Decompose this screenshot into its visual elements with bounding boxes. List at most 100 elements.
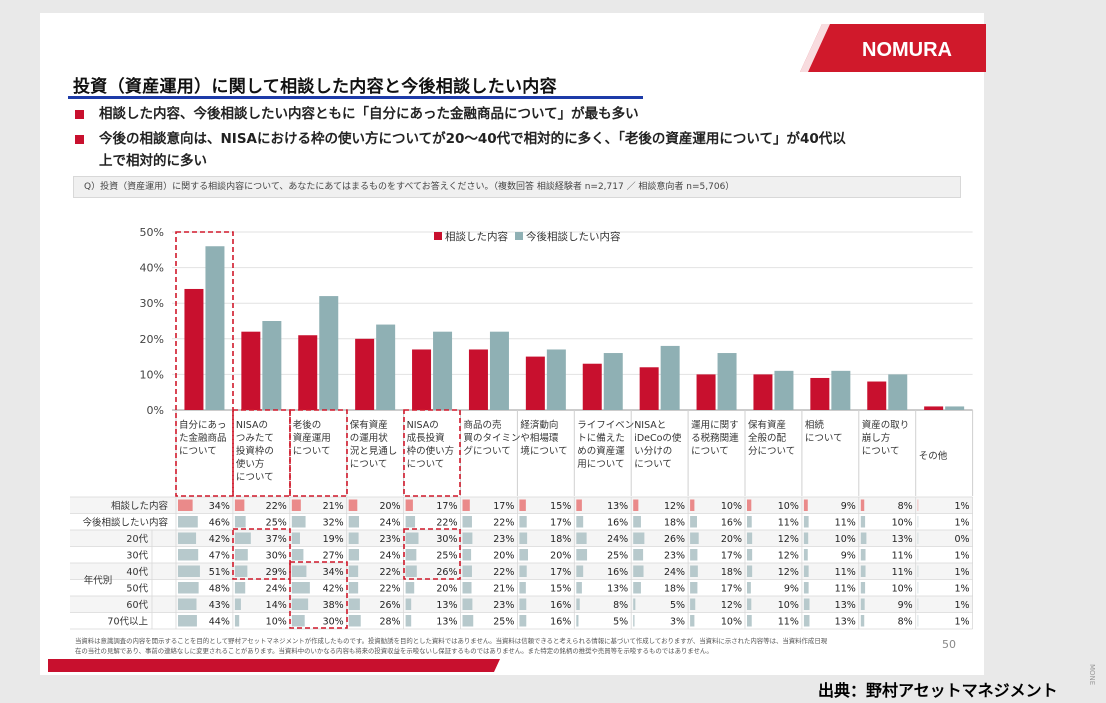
table-cell-value: 34% [209,501,230,512]
table-cell-bar [690,615,695,627]
highlight-box [403,409,461,497]
y-tick-label: 10% [140,368,164,381]
bullet-2-text-line-1: 今後の相談意向は、NISAにおける枠の使い方についてが20～40代で相対的に多く… [99,131,846,147]
table-cell-bar [747,565,753,577]
table-cell-bar [690,516,697,528]
table-cell-bar [860,516,866,528]
category-label: 買のタイミン [464,433,521,444]
table-cell-value: 3% [670,617,685,628]
table-cell-bar [633,565,644,577]
table-cell-bar [348,532,359,544]
table-cell-bar [860,549,866,561]
table-cell-bar [348,565,359,577]
bullet-square [75,135,84,144]
category-label: NISAと [634,420,666,431]
table-cell-value: 13% [835,600,856,611]
table-cell-bar [803,499,808,511]
table-cell-value: 17% [436,501,457,512]
table-cell-bar [405,549,417,561]
table-cell-value: 18% [664,518,685,529]
table-cell-bar [234,565,248,577]
table-cell-bar [803,615,810,627]
table-cell-value: 1% [955,600,970,611]
table-cell-value: 23% [664,551,685,562]
legend-label: 今後相談したい内容 [526,230,621,243]
table-cell-bar [633,598,636,610]
table-cell-value: 28% [379,617,400,628]
table-cell-bar [178,565,200,577]
table-cell-value: 1% [955,551,970,562]
bar-future [376,324,396,410]
table-cell-bar [519,615,527,627]
category-label: 運用に関す [691,420,739,431]
table-cell-value: 30% [436,534,457,545]
table-cell-bar [860,615,865,627]
table-cell-bar [178,582,199,594]
category-label: 全般の配 [748,432,787,444]
table-cell-value: 24% [607,534,628,545]
source-credit: 出典：野村アセットマネジメント [818,681,1058,700]
table-cell-value: 10% [721,501,742,512]
table-cell-bar [747,615,752,627]
table-age-label: 40代 [126,567,148,578]
table-cell-bar [747,516,752,528]
table-cell-value: 10% [892,584,913,595]
legend-label: 相談した内容 [445,230,508,243]
category-label: 崩し方 [862,432,891,444]
category-label: 経済動向 [520,419,558,431]
table-cell-bar [178,598,197,610]
table-cell-value: 37% [266,534,287,545]
table-cell-bar [462,516,472,528]
table-cell-value: 17% [721,551,742,562]
table-cell-bar [576,565,584,577]
category-label: について [179,446,217,457]
table-cell-bar [234,598,241,610]
table-cell-value: 11% [835,584,856,595]
bar-consulted [468,349,488,410]
table-cell-bar [519,598,527,610]
table-cell-value: 12% [664,501,685,512]
table-cell-value: 15% [550,584,571,595]
category-label: 老後の [293,419,322,431]
table-cell-bar [860,598,865,610]
table-cell-bar [519,532,528,544]
table-cell-bar [803,598,810,610]
bar-future [660,345,680,410]
table-cell-bar [291,499,301,511]
question-box: Q）投資（資産運用）に関する相談内容について、あなたにあてはまるものをすべてお答… [73,176,961,198]
table-cell-bar [576,532,587,544]
table-cell-value: 1% [955,584,970,595]
table-cell-value: 22% [436,518,457,529]
category-label: について [350,459,388,470]
table-cell-value: 5% [613,617,628,628]
table-cell-value: 11% [892,551,913,562]
table-cell-bar [576,549,588,561]
table-cell-value: 12% [721,600,742,611]
table-cell-bar [291,582,310,594]
table-cell-bar [633,615,635,627]
table-cell-bar [348,516,360,528]
category-label: 境について [520,445,567,457]
table-cell-value: 0% [955,534,970,545]
table-cell-bar [917,499,919,511]
table-cell-value: 13% [892,534,913,545]
table-cell-bar [519,549,528,561]
table-cell-value: 15% [550,501,571,512]
table-cell-value: 1% [955,617,970,628]
table-cell-value: 20% [379,501,400,512]
table-cell-bar [633,549,644,561]
category-label: について [236,472,274,483]
table-cell-bar [462,532,473,544]
category-label: 使い方 [236,458,265,470]
table-cell-bar [405,565,417,577]
table-cell-value: 42% [323,584,344,595]
table-cell-value: 42% [209,534,230,545]
table-cell-value: 44% [209,617,230,628]
table-cell-bar [860,499,865,511]
table-cell-value: 23% [493,534,514,545]
bullet-1-text: 相談した内容、今後相談したい内容ともに「自分にあった金融商品について」が最も多い [99,106,639,122]
bar-consulted [696,374,716,410]
table-cell-value: 25% [607,551,628,562]
table-cell-value: 18% [664,584,685,595]
